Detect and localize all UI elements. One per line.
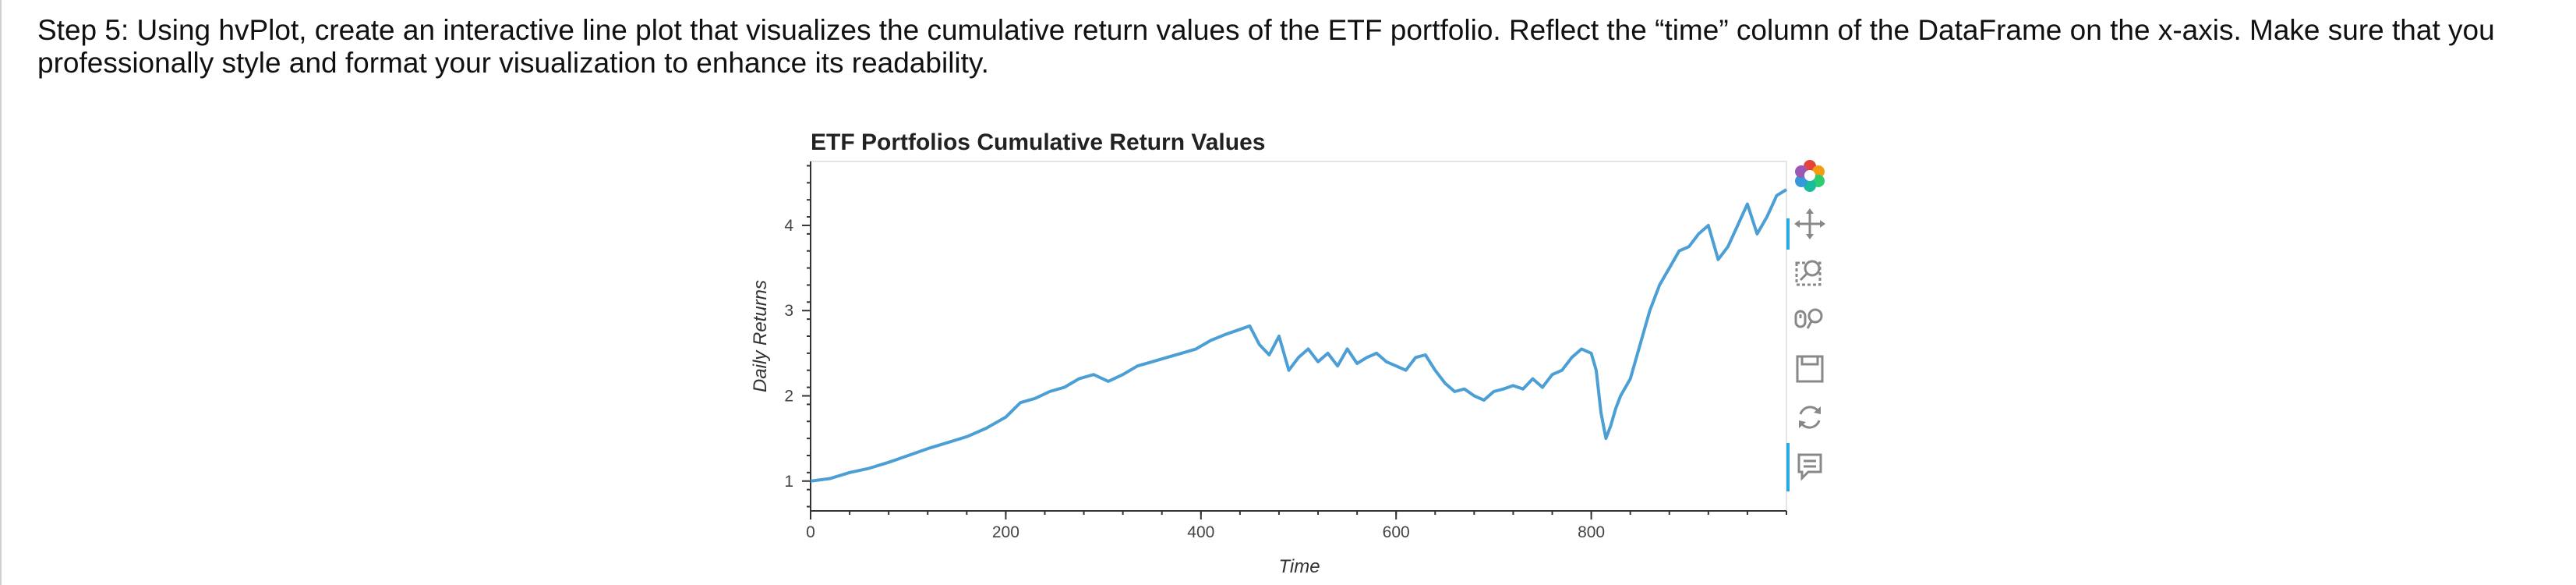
hover-icon[interactable] (1786, 446, 1833, 485)
x-axis-label: Time (1278, 556, 1320, 577)
save-icon[interactable] (1786, 349, 1833, 388)
x-tick-label: 800 (1578, 523, 1605, 541)
active-tool-indicator-hover (1786, 443, 1790, 491)
y-tick-label: 4 (784, 217, 793, 235)
y-tick-label: 1 (784, 473, 793, 491)
plot-toolbar (1786, 156, 1833, 499)
plot-frame (810, 161, 1787, 512)
wheel-zoom-icon[interactable] (1786, 301, 1833, 340)
pan-icon[interactable] (1786, 204, 1833, 243)
y-tick-label: 2 (784, 387, 793, 405)
x-tick-label: 200 (992, 523, 1019, 541)
reset-icon[interactable] (1786, 398, 1833, 437)
series-line (810, 188, 1788, 483)
x-tick-label: 400 (1187, 523, 1214, 541)
bokeh-logo-icon[interactable] (1786, 156, 1833, 195)
axes: 0 200 400 600 800 1 2 3 4 (784, 161, 1787, 541)
y-tick-label: 3 (784, 302, 793, 320)
x-tick-label: 600 (1383, 523, 1410, 541)
left-border (0, 0, 2, 585)
box-zoom-icon[interactable] (1786, 253, 1833, 292)
instructions-text: Step 5: Using hvPlot, create an interact… (37, 14, 2495, 79)
x-tick-label: 0 (806, 523, 815, 541)
active-tool-indicator-pan (1786, 218, 1790, 250)
y-axis-label: Daily Returns (750, 280, 771, 392)
chart-title: ETF Portfolios Cumulative Return Values (811, 129, 1265, 155)
